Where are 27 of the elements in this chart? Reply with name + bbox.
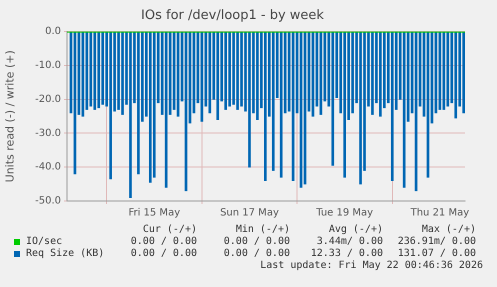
- legend-label: IO/sec: [26, 236, 62, 247]
- y-tick-label: -30.0: [35, 128, 61, 139]
- x-tick-label: Fri 15 May: [128, 208, 180, 219]
- legend-label: Req Size (KB): [26, 248, 104, 259]
- y-tick-label: -10.0: [35, 60, 61, 72]
- text: 0.00 / 0.00: [224, 236, 290, 247]
- chart-title: IOs for /dev/loop1 - by week: [141, 8, 324, 24]
- x-tick-label: Thu 21 May: [410, 208, 470, 219]
- text: 12.33 / 0.00: [310, 248, 383, 259]
- text: 131.07 / 0.00: [398, 248, 476, 259]
- text: Min (-/+): [236, 224, 290, 235]
- y-axis-title: Units read (-) / write (+): [3, 50, 16, 182]
- text: 0.00 / 0.00: [130, 248, 197, 259]
- x-tick-label: Sun 17 May: [220, 208, 279, 219]
- text: 0.00 / 0.00: [130, 236, 197, 247]
- text: Max (-/+): [422, 224, 476, 235]
- text: 236.91m/ 0.00: [398, 236, 476, 247]
- y-tick-label: -40.0: [35, 162, 61, 173]
- y-tick-label: -20.0: [35, 94, 61, 105]
- x-tick-label: Tue 19 May: [315, 208, 374, 219]
- text: 3.44m/ 0.00: [316, 236, 383, 247]
- text: Last update: Fri May 22 00:46:36 2026: [260, 260, 483, 271]
- text: 0.00 / 0.00: [224, 248, 290, 259]
- text: Avg (-/+): [328, 224, 383, 235]
- y-tick-label: -50.0: [35, 196, 61, 207]
- y-tick-label: 0.0: [45, 26, 61, 38]
- text: Cur (-/+): [142, 224, 197, 235]
